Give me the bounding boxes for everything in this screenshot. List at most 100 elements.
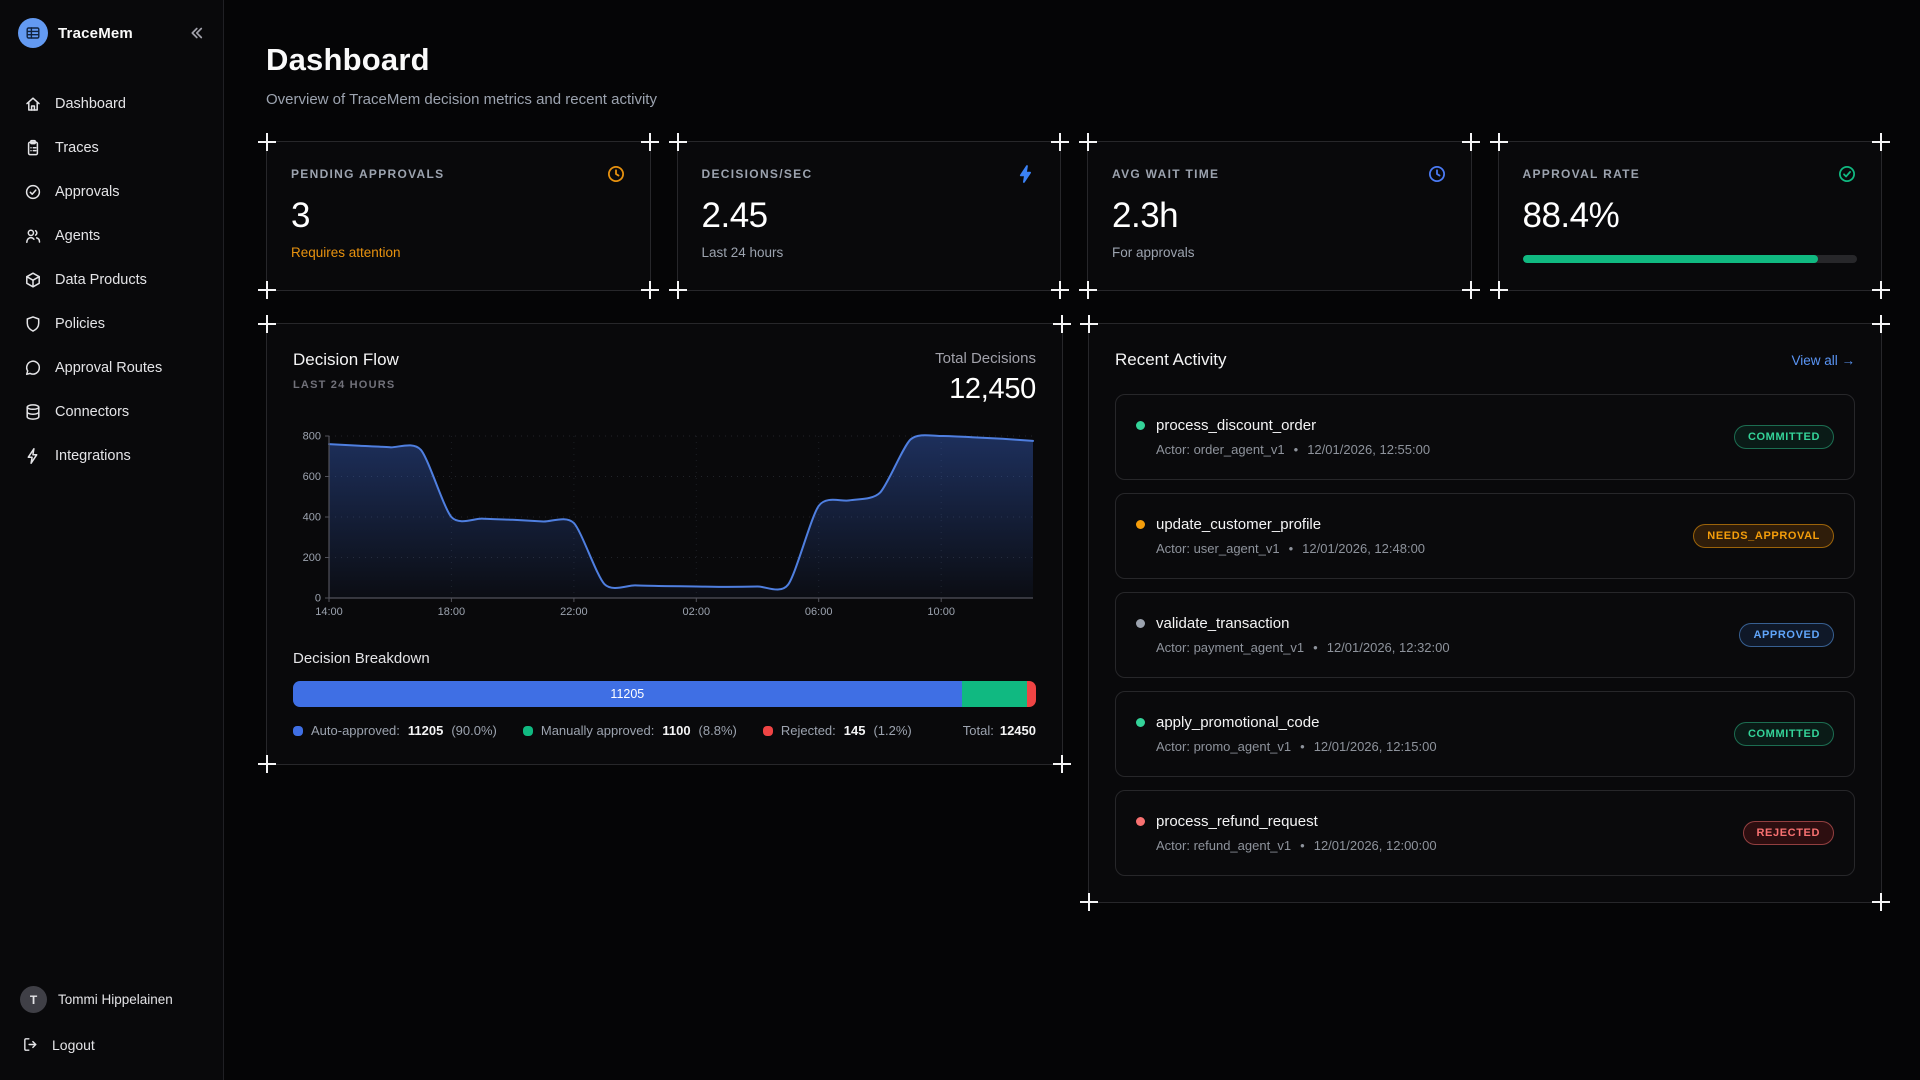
sidebar-item-integrations[interactable]: Integrations [14, 436, 209, 476]
sidebar-item-approval-routes[interactable]: Approval Routes [14, 348, 209, 388]
status-dot-icon [1136, 718, 1145, 727]
sidebar-item-label: Policies [55, 316, 105, 332]
page-subtitle: Overview of TraceMem decision metrics an… [266, 91, 657, 108]
stat-subtext: For approvals [1112, 245, 1195, 260]
meta-separator: • [1313, 640, 1318, 655]
sidebar-item-data-products[interactable]: Data Products [14, 260, 209, 300]
check-circle-icon [1837, 164, 1857, 184]
legend-pct: (8.8%) [698, 723, 737, 738]
corner-marker [1872, 133, 1890, 151]
home-icon [24, 95, 42, 113]
view-all-link[interactable]: View all → [1791, 352, 1855, 368]
legend-dot-icon [522, 725, 533, 736]
status-dot-icon [1136, 520, 1145, 529]
corner-marker [258, 755, 276, 773]
corner-marker [258, 315, 276, 333]
legend-label: Manually approved: [540, 723, 655, 738]
sidebar-collapse-button[interactable] [187, 24, 205, 42]
decision-flow-panel: Decision Flow LAST 24 HOURS Total Decisi… [258, 315, 1071, 773]
corner-marker [1053, 755, 1071, 773]
legend-item: Manually approved: 1100 (8.8%) [522, 723, 737, 738]
corner-marker [258, 281, 276, 299]
sidebar-item-traces[interactable]: Traces [14, 128, 209, 168]
status-dot-icon [1136, 817, 1145, 826]
stat-label: PENDING APPROVALS [291, 167, 445, 181]
meta-separator: • [1293, 442, 1299, 457]
corner-marker [1079, 133, 1097, 151]
stat-value: 3 [291, 196, 310, 235]
sidebar-item-policies[interactable]: Policies [14, 304, 209, 344]
sidebar-item-approvals[interactable]: Approvals [14, 172, 209, 212]
meta-separator: • [1288, 541, 1294, 556]
legend-dot-icon [293, 725, 303, 736]
approval-progress-track [1522, 255, 1857, 263]
legend-total: Total: 12450 [963, 723, 1036, 738]
check-circle-icon [24, 183, 42, 201]
avatar: T [20, 986, 47, 1013]
decision-flow-chart: 0 200 400 600 800 14:00 18:00 22:00 02:00 06:00 10… [293, 428, 1036, 624]
logout-button[interactable]: Logout [14, 1027, 209, 1062]
svg-text:200: 200 [303, 552, 321, 564]
legend-dot-icon [762, 725, 773, 736]
activity-item[interactable]: process_refund_request Actor: refund_agen… [1115, 790, 1855, 876]
svg-text:22:00: 22:00 [560, 606, 588, 618]
breakdown-bar: 11205 [293, 681, 1036, 707]
activity-item[interactable]: update_customer_profile Actor: user_agent… [1115, 493, 1855, 579]
legend-item: Auto-approved: 11205 (90.0%) [293, 723, 497, 738]
area-chart-svg: 0 200 400 600 800 14:00 18:00 22:00 02:00 06:00 10… [303, 431, 1034, 618]
status-badge: COMMITTED [1733, 722, 1834, 746]
user-profile[interactable]: T Tommi Hippelainen [14, 978, 209, 1021]
total-value: 12450 [999, 723, 1036, 738]
legend-value: 11205 [407, 723, 444, 738]
database-icon [24, 403, 42, 421]
chevrons-left-icon [191, 27, 203, 39]
stat-subtext: Last 24 hours [701, 245, 784, 260]
sidebar-item-label: Agents [55, 228, 101, 244]
sidebar-item-dashboard[interactable]: Dashboard [14, 84, 209, 124]
legend-label: Rejected: [780, 723, 836, 738]
corner-marker [1080, 315, 1098, 333]
corner-marker [1079, 281, 1097, 299]
activity-time: 12/01/2026, 12:32:00 [1326, 640, 1450, 655]
sidebar-item-agents[interactable]: Agents [14, 216, 209, 256]
activity-meta: Actor: promo_agent_v1 • 12/01/2026, 12:15:… [1136, 739, 1437, 754]
corner-marker [1051, 281, 1069, 299]
svg-text:400: 400 [303, 512, 321, 524]
activity-item[interactable]: apply_promotional_code Actor: promo_agent… [1115, 691, 1855, 777]
sidebar-item-connectors[interactable]: Connectors [14, 392, 209, 432]
app-title: TraceMem [58, 24, 133, 42]
activity-name: apply_promotional_code [1156, 714, 1320, 731]
corner-marker [1080, 893, 1098, 911]
corner-marker [1872, 893, 1890, 911]
main-content: Dashboard Overview of TraceMem decision … [224, 0, 1920, 911]
breakdown-legend: Auto-approved: 11205 (90.0%) Manually appro… [293, 723, 1036, 738]
meta-separator: • [1300, 838, 1305, 853]
sidebar-item-label: Dashboard [55, 96, 126, 112]
corner-marker [258, 133, 276, 151]
activity-time: 12/01/2026, 12:55:00 [1307, 442, 1431, 457]
decision-breakdown: Decision Breakdown 11205 Auto-approved: 1… [293, 650, 1036, 738]
activity-item[interactable]: validate_transaction Actor: payment_agent… [1115, 592, 1855, 678]
corner-marker [1053, 315, 1071, 333]
activity-name: update_customer_profile [1156, 516, 1322, 533]
corner-marker [668, 281, 687, 299]
svg-text:800: 800 [303, 431, 321, 443]
sidebar-item-label: Data Products [55, 272, 147, 288]
approval-progress-fill [1522, 255, 1819, 263]
bolt-icon [24, 447, 42, 465]
message-icon [24, 359, 42, 377]
activity-item[interactable]: process_discount_order Actor: order_agent… [1115, 394, 1855, 480]
breakdown-segment-manually-approved [961, 681, 1028, 707]
activity-time: 12/01/2026, 12:48:00 [1302, 541, 1426, 556]
legend-value: 145 [843, 723, 866, 738]
breakdown-segment-auto-approved: 11205 [293, 681, 962, 707]
corner-marker [668, 133, 687, 151]
corner-marker [1461, 281, 1480, 299]
svg-text:02:00: 02:00 [683, 606, 711, 618]
panels-row: Decision Flow LAST 24 HOURS Total Decisi… [258, 315, 1890, 911]
stat-card-2: AVG WAIT TIME 2.3h For approvals [1079, 133, 1480, 299]
stat-label: APPROVAL RATE [1522, 167, 1641, 181]
stat-label: DECISIONS/SEC [701, 167, 813, 181]
activity-time: 12/01/2026, 12:15:00 [1313, 739, 1437, 754]
logout-icon [22, 1036, 39, 1053]
